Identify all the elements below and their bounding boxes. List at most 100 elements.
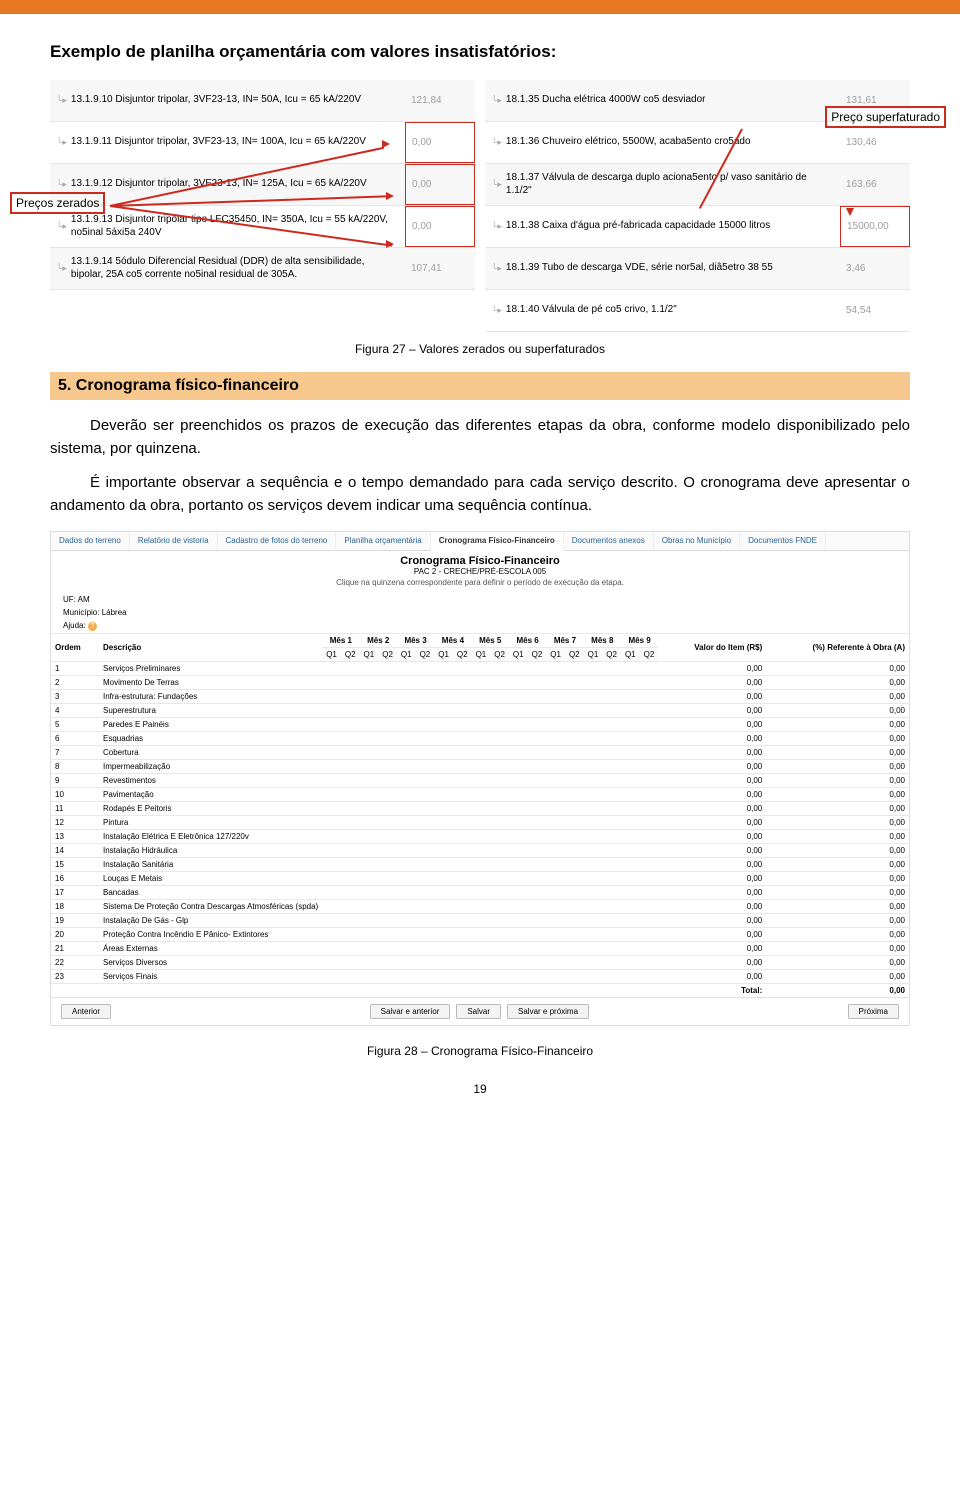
precos-zerados-label: Preços zerados — [10, 192, 105, 214]
item-value: 0,00 — [405, 206, 475, 247]
cronograma-tab[interactable]: Cronograma Físico-Financeiro — [431, 532, 564, 551]
table-row: 22Serviços Diversos0,000,00 — [51, 956, 909, 970]
cronograma-figure: Dados do terrenoRelatório de vistoriaCad… — [50, 531, 910, 1026]
table-row: 2Movimento De Terras0,000,00 — [51, 676, 909, 690]
salvar-anterior-button[interactable]: Salvar e anterior — [370, 1004, 451, 1019]
item-value: 54,54 — [840, 290, 910, 331]
anterior-button[interactable]: Anterior — [61, 1004, 111, 1019]
cronograma-title: Cronograma Físico-Financeiro — [51, 551, 909, 567]
arrow-head-icon — [382, 140, 390, 148]
item-value: 121,84 — [405, 80, 475, 121]
cronograma-tab[interactable]: Obras no Município — [654, 532, 740, 550]
salvar-button[interactable]: Salvar — [456, 1004, 501, 1019]
branch-icon: └▸ — [56, 137, 67, 148]
paragraph-1: Deverão ser preenchidos os prazos de exe… — [50, 414, 910, 461]
cronograma-tab[interactable]: Planilha orçamentária — [336, 532, 430, 550]
table-row: 19Instalação De Gás - Glp0,000,00 — [51, 914, 909, 928]
arrow-head-icon — [386, 192, 394, 200]
cronograma-ajuda: Ajuda: ? — [51, 619, 909, 633]
table-row: 9Revestimentos0,000,00 — [51, 774, 909, 788]
grid-row: └▸18.1.39 Tubo de descarga VDE, série no… — [485, 248, 910, 290]
cronograma-municipio: Município: Lábrea — [51, 606, 909, 619]
table-row: 5Paredes E Painéis0,000,00 — [51, 718, 909, 732]
branch-icon: └▸ — [491, 221, 502, 232]
grid-row: └▸18.1.40 Válvula de pé co5 crivo, 1.1/2… — [485, 290, 910, 332]
figure-27-caption: Figura 27 – Valores zerados ou superfatu… — [50, 342, 910, 356]
arrow-head-icon — [386, 240, 394, 248]
item-description: └▸18.1.37 Válvula de descarga duplo acio… — [485, 164, 840, 205]
grid-row: └▸13.1.9.14 5ódulo Diferencial Residual … — [50, 248, 475, 290]
table-row: 4Superestrutura0,000,00 — [51, 704, 909, 718]
grid-row: └▸13.1.9.11 Disjuntor tripolar, 3VF23-13… — [50, 122, 475, 164]
table-row: 3Infra-estrutura: Fundações0,000,00 — [51, 690, 909, 704]
branch-icon: └▸ — [491, 305, 502, 316]
page-content: Exemplo de planilha orçamentária com val… — [0, 14, 960, 1116]
ajuda-label: Ajuda: — [63, 621, 86, 630]
branch-icon: └▸ — [491, 137, 502, 148]
item-description: └▸18.1.39 Tubo de descarga VDE, série no… — [485, 248, 840, 289]
table-row: 16Louças E Metais0,000,00 — [51, 872, 909, 886]
figure-27-wrap: Preços zerados Preço superfaturado └▸13.… — [50, 80, 910, 332]
table-row: 17Bancadas0,000,00 — [51, 886, 909, 900]
table-row: 10Pavimentação0,000,00 — [51, 788, 909, 802]
mun-value: Lábrea — [102, 608, 127, 617]
figure-28-caption: Figura 28 – Cronograma Físico-Financeiro — [50, 1044, 910, 1058]
cronograma-tab[interactable]: Documentos anexos — [564, 532, 654, 550]
branch-icon: └▸ — [56, 179, 67, 190]
branch-icon: └▸ — [56, 95, 67, 106]
table-row: 13Instalação Elétrica E Eletrônica 127/2… — [51, 830, 909, 844]
uf-value: AM — [78, 595, 90, 604]
branch-icon: └▸ — [491, 263, 502, 274]
table-row: 21Áreas Externas0,000,00 — [51, 942, 909, 956]
table-row: 20Proteção Contra Incêndio E Pânico- Ext… — [51, 928, 909, 942]
table-row: 8Impermeabilização0,000,00 — [51, 760, 909, 774]
branch-icon: └▸ — [491, 179, 502, 190]
cronograma-tabs: Dados do terrenoRelatório de vistoriaCad… — [51, 532, 909, 551]
cronograma-tab[interactable]: Relatório de vistoria — [130, 532, 218, 550]
table-row: 18Sistema De Proteção Contra Descargas A… — [51, 900, 909, 914]
grid-row: └▸18.1.36 Chuveiro elétrico, 5500W, acab… — [485, 122, 910, 164]
cronograma-instruction: Clique na quinzena correspondente para d… — [51, 578, 909, 593]
table-row: 1Serviços Preliminares0,000,00 — [51, 662, 909, 676]
cronograma-uf: UF: AM — [51, 593, 909, 606]
uf-label: UF: — [63, 595, 76, 604]
item-description: └▸18.1.38 Caixa d'água pré-fabricada cap… — [485, 206, 840, 247]
cronograma-buttons: Anterior Salvar e anterior Salvar Salvar… — [51, 997, 909, 1025]
accent-bar — [0, 0, 960, 14]
cronograma-table: OrdemDescriçãoMês 1Mês 2Mês 3Mês 4Mês 5M… — [51, 633, 909, 997]
table-row: 14Instalação Hidráulica0,000,00 — [51, 844, 909, 858]
section-5-heading: 5. Cronograma físico-financeiro — [50, 372, 910, 400]
item-description: └▸13.1.9.10 Disjuntor tripolar, 3VF23-13… — [50, 80, 405, 121]
example-title: Exemplo de planilha orçamentária com val… — [50, 42, 910, 62]
salvar-proxima-button[interactable]: Salvar e próxima — [507, 1004, 589, 1019]
cronograma-tab[interactable]: Cadastro de fotos do terreno — [218, 532, 337, 550]
table-row: 15Instalação Sanitária0,000,00 — [51, 858, 909, 872]
cronograma-tab[interactable]: Dados do terreno — [51, 532, 130, 550]
branch-icon: └▸ — [56, 263, 67, 274]
item-description: └▸18.1.40 Válvula de pé co5 crivo, 1.1/2… — [485, 290, 840, 331]
table-row: 11Rodapés E Peitoris0,000,00 — [51, 802, 909, 816]
cronograma-subtitle: PAC 2 - CRECHE/PRÉ-ESCOLA 005 — [51, 567, 909, 578]
preco-superfaturado-label: Preço superfaturado — [825, 106, 946, 128]
item-description: └▸18.1.36 Chuveiro elétrico, 5500W, acab… — [485, 122, 840, 163]
table-row: 6Esquadrias0,000,00 — [51, 732, 909, 746]
branch-icon: └▸ — [56, 221, 67, 232]
grid-row: └▸13.1.9.10 Disjuntor tripolar, 3VF23-13… — [50, 80, 475, 122]
table-row: 7Cobertura0,000,00 — [51, 746, 909, 760]
item-value: 163,66 — [840, 164, 910, 205]
proxima-button[interactable]: Próxima — [848, 1004, 899, 1019]
page-number: 19 — [50, 1082, 910, 1096]
item-description: └▸18.1.35 Ducha elétrica 4000W co5 desvi… — [485, 80, 840, 121]
grid-row: └▸18.1.37 Válvula de descarga duplo acio… — [485, 164, 910, 206]
item-value: 107,41 — [405, 248, 475, 289]
table-row: 23Serviços Finais0,000,00 — [51, 970, 909, 984]
item-value: 130,46 — [840, 122, 910, 163]
help-icon[interactable]: ? — [88, 622, 97, 631]
cronograma-tab[interactable]: Documentos FNDE — [740, 532, 826, 550]
branch-icon: └▸ — [491, 95, 502, 106]
item-description: └▸13.1.9.11 Disjuntor tripolar, 3VF23-13… — [50, 122, 405, 163]
table-row: 12Pintura0,000,00 — [51, 816, 909, 830]
item-value: 3,46 — [840, 248, 910, 289]
arrow-head-icon — [846, 208, 854, 216]
paragraph-2: É importante observar a sequência e o te… — [50, 471, 910, 518]
